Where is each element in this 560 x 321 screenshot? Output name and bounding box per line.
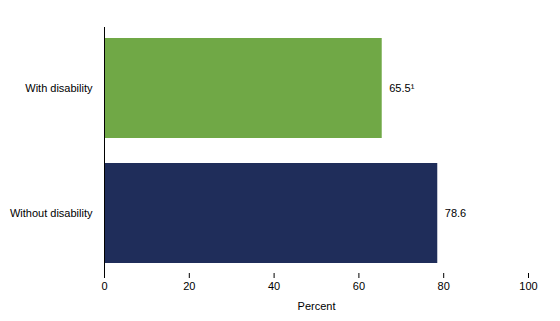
svg-text:0: 0 [101, 280, 107, 292]
svg-text:Without disability: Without disability [10, 207, 93, 219]
svg-text:With disability: With disability [25, 82, 93, 94]
svg-text:80: 80 [438, 280, 450, 292]
svg-text:65.5¹: 65.5¹ [389, 82, 414, 94]
svg-text:78.6: 78.6 [445, 207, 466, 219]
svg-text:100: 100 [519, 280, 537, 292]
svg-text:40: 40 [268, 280, 280, 292]
svg-text:Percent: Percent [298, 300, 336, 312]
svg-text:60: 60 [353, 280, 365, 292]
svg-text:20: 20 [183, 280, 195, 292]
